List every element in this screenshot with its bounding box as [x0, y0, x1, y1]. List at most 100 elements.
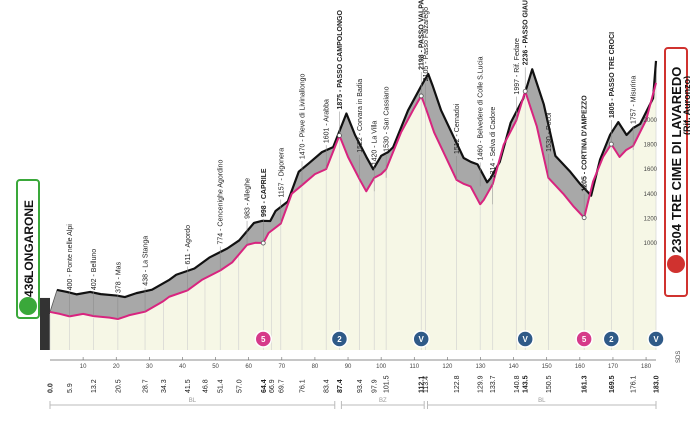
km-marker-label: 83.4 — [324, 379, 331, 393]
finish-name: TRE CIME DI LAVAREDO — [669, 67, 684, 220]
place-label: 378 - Mas — [115, 261, 122, 293]
climb-badge-symbol: V — [523, 335, 529, 344]
place-label: 1512 - Cernadoi — [454, 103, 461, 154]
km-marker-label: 113.4 — [423, 376, 430, 393]
km-marker-label: 101.5 — [384, 375, 391, 393]
km-tick-label: 70 — [278, 364, 285, 370]
place-dot — [418, 93, 424, 99]
km-marker-label: 150.5 — [546, 375, 553, 393]
place-label: 1157 - Digonera — [278, 148, 285, 198]
start-bike-icon — [19, 297, 37, 315]
km-marker-label: 28.7 — [143, 379, 150, 393]
region-label: BL — [538, 398, 546, 404]
place-label: 1522 - Corvara in Badia — [357, 79, 364, 153]
place-label: 1601 - Arabba — [324, 99, 331, 143]
km-marker-label: 69.7 — [278, 379, 285, 393]
km-marker-label: 133.7 — [490, 375, 497, 393]
finish-marker: 2304 TRE CIME DI LAVAREDO (Rif. Auronzo) — [664, 47, 690, 297]
km-tick-label: 50 — [212, 364, 219, 370]
place-label: 400 - Ponte nelle Alpi — [67, 224, 74, 291]
start-name: LONGARONE — [22, 200, 36, 278]
place-label: 998 - CAPRILE — [261, 168, 268, 217]
km-tick-label: 140 — [509, 364, 520, 370]
altitude-tick-label: 1200 — [644, 216, 658, 222]
km-marker-label: 64.4 — [261, 379, 268, 393]
altitude-tick-label: 1000 — [644, 241, 658, 247]
km-gridlines — [49, 84, 657, 350]
place-label: 2105 - Passo Falzarego — [423, 7, 430, 81]
km-tick-label: 170 — [608, 364, 619, 370]
climb-badge-symbol: V — [653, 335, 659, 344]
place-label: 1997 - Rif. Fedare — [514, 38, 521, 95]
climb-badge-symbol: V — [419, 335, 425, 344]
km-tick-label: 110 — [409, 364, 419, 370]
region-label: BZ — [379, 398, 387, 404]
km-tick-label: 80 — [312, 364, 319, 370]
place-label: 1470 - Pieve di Livinallongo — [300, 73, 307, 159]
km-tick-label: 90 — [345, 364, 352, 370]
altitude-tick-label: 1400 — [644, 192, 658, 198]
chart-background — [50, 82, 656, 351]
km-marker-label: 5.9 — [67, 383, 74, 393]
km-marker-label: 66.9 — [269, 379, 276, 393]
place-dot — [581, 215, 587, 221]
km-marker-label: 87.4 — [337, 379, 344, 393]
km-axis: 10 20 30 40 50 60 70 80 90 100 110 120 130 140 150 160 1… — [48, 357, 661, 409]
place-label: 2236 - PASSO GIAU — [523, 0, 530, 65]
km-marker-label: 129.9 — [478, 375, 485, 393]
km-marker-label: 140.8 — [514, 375, 521, 393]
altitude-tick-label: 2000 — [644, 118, 658, 124]
finish-bike-icon — [667, 255, 685, 273]
climb-badge — [516, 330, 534, 348]
km-marker-label: 97.9 — [372, 379, 379, 393]
place-dot — [522, 88, 528, 94]
km-tick-label: 40 — [179, 364, 186, 370]
km-tick-label: 10 — [80, 364, 87, 370]
km-marker-label: 57.0 — [236, 379, 243, 393]
place-dot — [337, 133, 342, 138]
place-label: 438 - La Stanga — [143, 236, 150, 286]
km-marker-label: 112.1 — [419, 376, 426, 393]
km-marker-label: 122.8 — [454, 375, 461, 393]
km-marker-label: 0.0 — [48, 383, 55, 393]
km-marker-label: 51.4 — [218, 379, 225, 393]
place-label: 774 - Cencenighe Agordino — [218, 160, 225, 245]
place-label: 1460 - Belvedere di Colle S.Lucia — [478, 56, 485, 160]
start-wall — [40, 297, 50, 350]
place-label: 1805 - PASSO TRE CROCI — [609, 32, 616, 118]
place-label: 1757 - Misurina — [631, 76, 638, 124]
finish-altitude: 2304 — [669, 223, 684, 253]
altitude-axis: 2000 1800 1600 1400 1200 1000 — [644, 118, 658, 247]
sprint-badge-symbol: 5 — [261, 335, 266, 344]
km-tick-label: 160 — [575, 364, 586, 370]
place-label: 1420 - La Villa — [372, 121, 379, 166]
place-label: 611 - Agordo — [185, 225, 192, 265]
km-tick-label: 60 — [245, 364, 252, 370]
climb-badge — [647, 330, 665, 348]
place-label: 402 - Belluno — [91, 249, 98, 290]
km-tick-label: 120 — [442, 364, 453, 370]
km-tick-label: 100 — [376, 364, 387, 370]
place-label: 1314 - Selva di Cadore — [490, 107, 497, 179]
place-labels: 400 - Ponte nelle Alpi 402 - Belluno 378 -… — [67, 0, 638, 320]
km-marker-label: 76.1 — [300, 379, 307, 393]
km-marker-label: 93.4 — [357, 379, 364, 393]
start-marker: LONGARONE 436 — [16, 179, 40, 319]
km-tick-label: 130 — [475, 364, 486, 370]
sprint-badge — [575, 330, 593, 348]
place-label: 1205 - CORTINA D'AMPEZZO — [582, 95, 589, 192]
road-line — [49, 82, 657, 321]
climb-badge-symbol: 2 — [609, 335, 614, 344]
km-marker-label: 34.3 — [161, 379, 168, 393]
km-marker-label: 13.2 — [91, 379, 98, 393]
relief-ridge-line — [56, 60, 658, 299]
sprint-badge-symbol: 5 — [582, 335, 587, 344]
km-tick-label: 20 — [113, 364, 120, 370]
climb-badge — [602, 330, 621, 348]
climb-badge-symbol: 2 — [337, 335, 342, 344]
lowland-area — [50, 82, 656, 351]
start-altitude: 436 — [22, 277, 36, 297]
km-tick-label: 150 — [542, 364, 553, 370]
place-label: 983 - Alleghe — [245, 178, 252, 219]
